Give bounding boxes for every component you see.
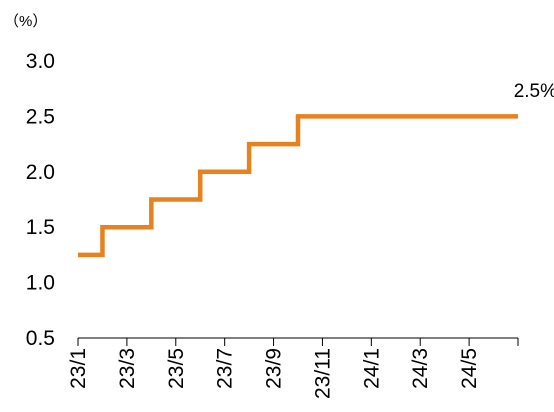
y-axis: 0.5 1.0 1.5 2.0 2.5 3.0 bbox=[26, 50, 55, 350]
x-tick-label: 24/3 bbox=[409, 348, 432, 389]
series-group bbox=[78, 114, 518, 258]
y-unit-label: （%） bbox=[4, 13, 47, 30]
series-line bbox=[78, 114, 518, 258]
y-tick-label: 2.5 bbox=[26, 105, 55, 128]
x-axis: 23/1 23/3 23/5 23/7 23/9 23/11 24/1 24/3 24/5 bbox=[67, 337, 519, 399]
x-tick-label: 23/11 bbox=[311, 348, 334, 399]
x-tick-label: 23/5 bbox=[165, 348, 188, 389]
end-value-label: 2.5% bbox=[514, 81, 554, 102]
y-tick-label: 2.0 bbox=[26, 161, 55, 184]
x-tick-label: 23/1 bbox=[67, 348, 90, 389]
y-tick-label: 1.5 bbox=[26, 216, 55, 239]
x-tick-label: 24/1 bbox=[360, 348, 383, 389]
y-tick-label: 0.5 bbox=[26, 327, 55, 350]
x-tick-label: 24/5 bbox=[458, 348, 481, 389]
y-tick-label: 3.0 bbox=[26, 50, 55, 73]
x-tick-label: 23/3 bbox=[116, 348, 139, 389]
y-tick-label: 1.0 bbox=[26, 272, 55, 295]
x-tick-label: 23/7 bbox=[214, 348, 237, 389]
x-tick-label: 23/9 bbox=[263, 348, 286, 389]
